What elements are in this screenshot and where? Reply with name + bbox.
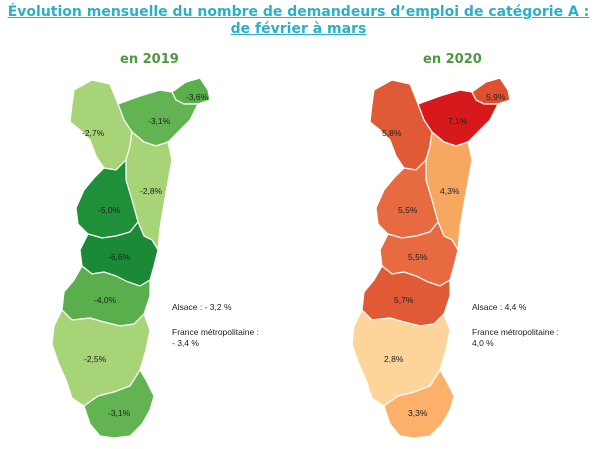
- chart-title: Évolution mensuelle du nombre de demande…: [0, 4, 597, 38]
- map-2019: [51, 77, 211, 439]
- region-value-selestat: -6,6%: [108, 252, 131, 262]
- region-saverne: [69, 79, 133, 171]
- region-altkirch: [383, 368, 455, 439]
- region-value-saverne: 5,8%: [382, 128, 402, 138]
- title-line-2: de février à mars: [230, 21, 367, 37]
- region-value-haguenau: 7,1%: [448, 116, 468, 126]
- region-value-wissembourg: -3,6%: [186, 92, 209, 102]
- region-value-saverne: -2,7%: [82, 128, 105, 138]
- title-line-1: Évolution mensuelle du nombre de demande…: [7, 4, 590, 20]
- region-value-mulhouse: 2,8%: [384, 354, 404, 364]
- region-value-altkirch: 3,3%: [408, 408, 428, 418]
- region-saverne: [369, 79, 433, 171]
- region-altkirch: [83, 368, 155, 439]
- region-value-colmar: 5,7%: [394, 295, 414, 305]
- region-value-selestat: 5,5%: [408, 252, 428, 262]
- map-2020: [351, 77, 511, 439]
- region-value-colmar: -4,0%: [94, 295, 117, 305]
- year-label-2019: en 2019: [120, 52, 179, 67]
- region-value-mulhouse: -2,5%: [84, 354, 107, 364]
- year-label-2020: en 2020: [423, 52, 482, 67]
- region-value-strasbourg: -2,8%: [140, 186, 163, 196]
- region-value-haguenau: -3,1%: [148, 116, 171, 126]
- france-summary-2020-line2: 4,0 %: [472, 338, 494, 348]
- france-summary-2019-line1: France métropolitaine :: [172, 327, 259, 337]
- region-value-molsheim: 5,5%: [398, 205, 418, 215]
- france-summary-2019-line2: - 3,4 %: [172, 338, 199, 348]
- region-value-molsheim: -5,0%: [98, 205, 121, 215]
- alsace-summary-2020: Alsace : 4,4 %: [472, 302, 527, 312]
- region-value-strasbourg: 4,3%: [440, 186, 460, 196]
- region-value-wissembourg: 5,9%: [486, 92, 506, 102]
- alsace-summary-2019: Alsace : - 3,2 %: [172, 302, 232, 312]
- france-summary-2020-line1: France métropolitaine :: [472, 327, 559, 337]
- region-value-altkirch: -3,1%: [108, 408, 131, 418]
